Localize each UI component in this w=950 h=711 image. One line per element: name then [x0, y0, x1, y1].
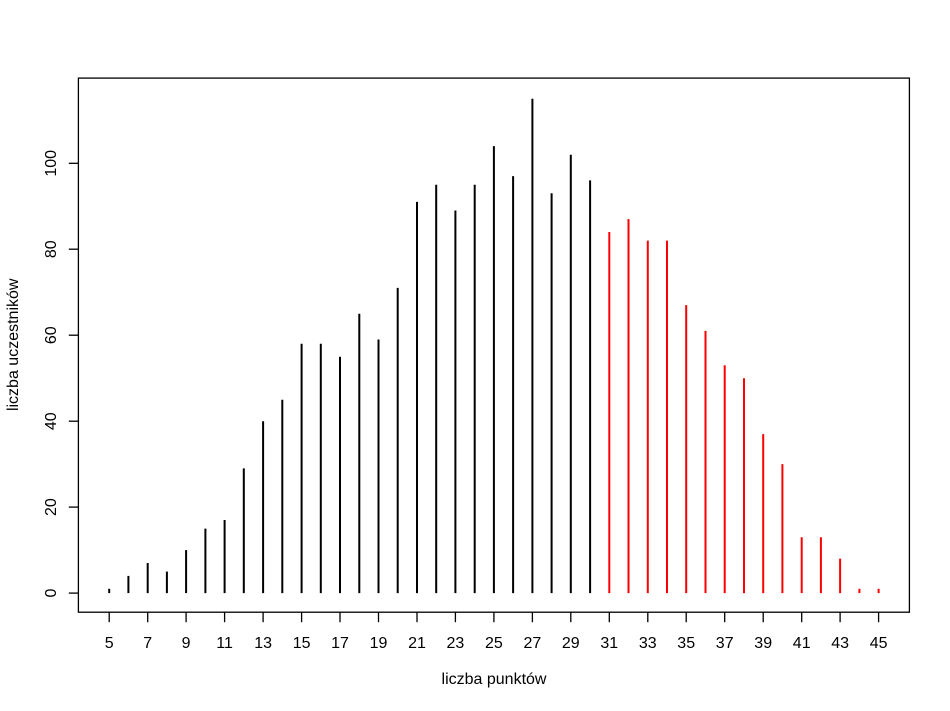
svg-text:13: 13 — [254, 635, 272, 652]
svg-text:17: 17 — [331, 635, 349, 652]
svg-text:25: 25 — [485, 635, 503, 652]
svg-text:60: 60 — [43, 326, 60, 344]
svg-text:23: 23 — [447, 635, 465, 652]
svg-text:45: 45 — [870, 635, 888, 652]
svg-text:29: 29 — [562, 635, 580, 652]
svg-text:5: 5 — [105, 635, 114, 652]
svg-text:21: 21 — [408, 635, 426, 652]
svg-text:37: 37 — [716, 635, 734, 652]
svg-text:19: 19 — [370, 635, 388, 652]
svg-text:80: 80 — [43, 240, 60, 258]
svg-text:33: 33 — [639, 635, 657, 652]
svg-text:20: 20 — [43, 498, 60, 516]
svg-text:11: 11 — [216, 635, 233, 652]
svg-text:liczba punktów: liczba punktów — [442, 671, 547, 688]
svg-text:100: 100 — [43, 150, 60, 177]
svg-text:43: 43 — [831, 635, 849, 652]
svg-text:7: 7 — [143, 635, 152, 652]
svg-text:41: 41 — [793, 635, 811, 652]
svg-text:15: 15 — [293, 635, 311, 652]
svg-text:27: 27 — [524, 635, 542, 652]
svg-text:40: 40 — [43, 412, 60, 430]
svg-text:0: 0 — [43, 589, 60, 598]
svg-text:39: 39 — [754, 635, 772, 652]
svg-text:liczba uczestników: liczba uczestników — [5, 278, 22, 411]
svg-text:9: 9 — [182, 635, 191, 652]
svg-text:35: 35 — [677, 635, 695, 652]
svg-text:31: 31 — [600, 635, 618, 652]
